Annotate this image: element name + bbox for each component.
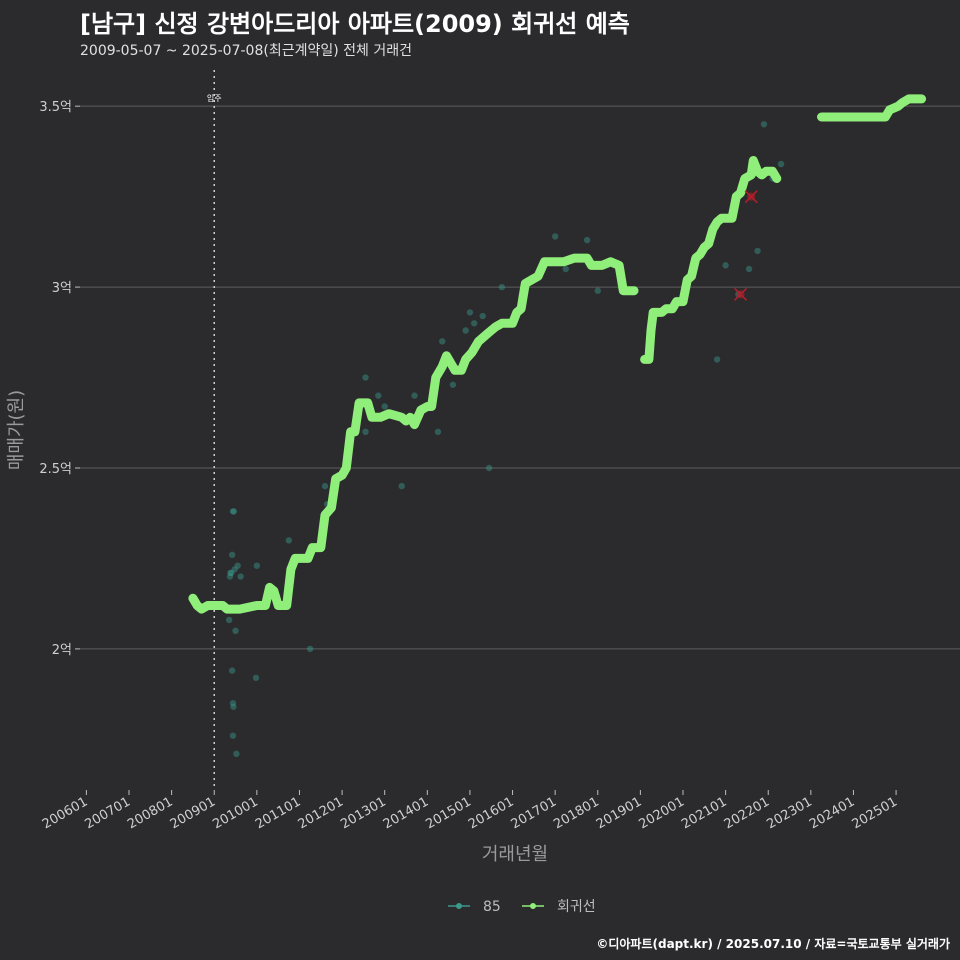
x-tick-label: 201101 [253, 794, 303, 832]
x-tick-label: 201401 [381, 794, 431, 832]
data-point [551, 233, 559, 240]
x-tick-label: 201501 [423, 794, 473, 832]
x-axis-ticks: 2006012007012008012009012010012011012012… [40, 790, 900, 832]
x-tick-label: 202001 [637, 794, 687, 832]
data-point [229, 699, 237, 707]
data-point [745, 265, 753, 273]
x-tick-label: 202501 [850, 794, 900, 832]
regression-line [188, 94, 927, 614]
data-point [228, 569, 235, 577]
legend-label: 회귀선 [557, 899, 596, 915]
data-point [229, 732, 237, 739]
data-point [470, 320, 478, 327]
x-tick-label: 201001 [210, 794, 260, 832]
data-point [722, 262, 729, 269]
data-point [230, 703, 237, 710]
data-point [485, 464, 493, 472]
data-point [362, 374, 369, 381]
data-point [226, 573, 234, 580]
source-credit: ©디아파트(dapt.kr) / 2025.07.10 / 자료=국토교통부 실… [596, 937, 950, 951]
data-point [233, 750, 240, 758]
regression-segment [817, 94, 927, 122]
x-tick-label: 201601 [466, 794, 516, 832]
data-point [398, 482, 405, 490]
data-point [594, 287, 601, 294]
chart-subtitle: 2009-05-07 ~ 2025-07-08(최근계약일) 전체 거래건 [80, 43, 412, 59]
data-point [231, 566, 238, 573]
x-tick-label: 202101 [679, 794, 729, 832]
data-point [479, 312, 486, 320]
y-axis-title: 매매가(원) [6, 390, 27, 470]
outlier-cross [744, 190, 758, 204]
data-point [562, 265, 570, 273]
x-tick-label: 200601 [40, 794, 90, 832]
x-tick-label: 201801 [551, 794, 601, 832]
data-point [229, 508, 237, 515]
data-point [234, 562, 241, 569]
data-point [439, 338, 446, 345]
x-axis-title: 거래년월 [482, 844, 548, 865]
data-point [777, 160, 785, 168]
data-point [498, 283, 506, 291]
data-point [237, 573, 244, 580]
data-point [285, 537, 293, 544]
x-tick-label: 201201 [296, 794, 346, 832]
data-point [321, 482, 329, 490]
data-point [230, 508, 238, 515]
data-point [381, 403, 388, 410]
data-point [362, 428, 369, 436]
y-tick-label: 2.5억 [39, 462, 72, 477]
outlier-cross [733, 287, 748, 301]
x-tick-label: 201701 [509, 794, 559, 832]
data-point [466, 309, 474, 316]
x-tick-label: 202301 [764, 794, 814, 832]
data-point [760, 121, 768, 128]
x-tick-label: 202401 [807, 794, 857, 832]
move-in-marker: 입주 [207, 70, 222, 790]
x-tick-label: 200901 [168, 794, 218, 832]
y-tick-label: 2억 [52, 643, 72, 658]
data-point [449, 381, 457, 388]
x-tick-label: 201301 [338, 794, 388, 832]
regression-segment [188, 253, 639, 614]
chart-title: [남구] 신정 강변아드리아 아파트(2009) 회귀선 예측 [80, 10, 630, 38]
data-point [434, 428, 442, 436]
data-point [228, 551, 236, 559]
x-tick-label: 200801 [125, 794, 175, 832]
data-point [583, 236, 591, 244]
x-tick-label: 202201 [722, 794, 772, 832]
data-point [411, 392, 418, 399]
scatter-series [225, 121, 785, 758]
data-point [754, 247, 761, 255]
legend-key-dot [530, 903, 536, 909]
legend-label: 85 [483, 899, 501, 915]
data-point [232, 627, 239, 635]
regression-segment [640, 156, 782, 364]
data-point [375, 392, 382, 399]
data-point [227, 569, 234, 577]
data-point [253, 562, 261, 569]
gridlines [80, 105, 960, 650]
data-point [228, 667, 236, 674]
move-in-label: 입주 [207, 94, 222, 103]
y-axis-ticks: 2억 2.5억 3억 3.5억 [39, 100, 80, 658]
legend-key-dot [456, 903, 462, 909]
data-point [462, 327, 469, 334]
x-tick-label: 200701 [83, 794, 133, 832]
outlier-markers [733, 190, 758, 301]
data-point [713, 356, 721, 363]
data-point [306, 645, 314, 653]
y-tick-label: 3억 [52, 281, 72, 296]
data-point [252, 674, 260, 682]
data-point [225, 616, 233, 624]
x-tick-label: 201901 [594, 794, 644, 832]
y-tick-label: 3.5억 [39, 100, 72, 115]
legend: 85 회귀선 [448, 899, 596, 915]
